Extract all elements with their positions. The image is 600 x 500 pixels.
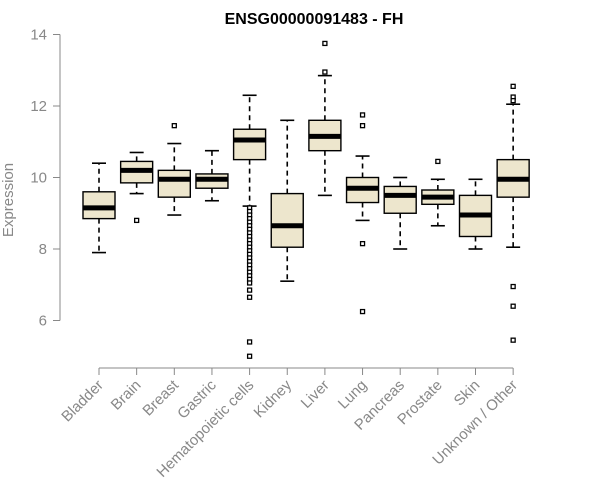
outlier-point [359,240,366,247]
chart-title: ENSG00000091483 - FH [225,11,404,28]
outlier-point [510,303,516,309]
box-group [383,176,417,250]
x-tick-label: Skin [451,377,484,410]
outlier-point [246,287,253,293]
outlier-point [133,217,140,224]
outlier-point [510,97,516,104]
outlier-point [322,40,328,47]
x-tick-label: Bladder [58,377,107,426]
outlier-point [171,123,177,129]
box-group [270,119,304,282]
y-tick-label: 6 [39,313,47,330]
outlier-point [510,283,516,290]
y-tick-label: 10 [30,170,47,187]
outlier-point [246,353,253,359]
outlier-point [359,112,366,118]
box-group [421,158,455,227]
outlier-point [246,280,253,286]
outlier-point [510,83,516,89]
box [82,191,116,220]
y-tick-label: 8 [39,241,47,258]
box-group [308,40,342,197]
outlier-point [359,308,366,315]
y-axis: 6 8 10 12 14 [30,27,61,330]
outlier-point [322,69,328,75]
outlier-point [510,337,516,343]
x-tick-label: Liver [298,377,333,412]
box [157,169,192,198]
y-tick-label: 14 [30,27,47,44]
box-group [232,94,267,359]
box-group [82,162,116,254]
box-group [195,149,229,202]
x-tick-label: Kidney [251,376,296,421]
y-axis-label: Expression [0,163,17,237]
y-tick-label: 12 [30,98,47,115]
outlier-point [359,123,366,129]
box-group [345,112,380,315]
box-group [496,83,530,343]
box-group [458,178,493,250]
box-group [157,123,192,216]
plot-area [82,40,530,359]
box-group [119,151,154,224]
outlier-point [246,339,253,345]
box [383,185,417,214]
box [232,128,267,161]
outlier-point [246,294,253,300]
box [270,192,304,248]
outlier-point [435,158,441,165]
